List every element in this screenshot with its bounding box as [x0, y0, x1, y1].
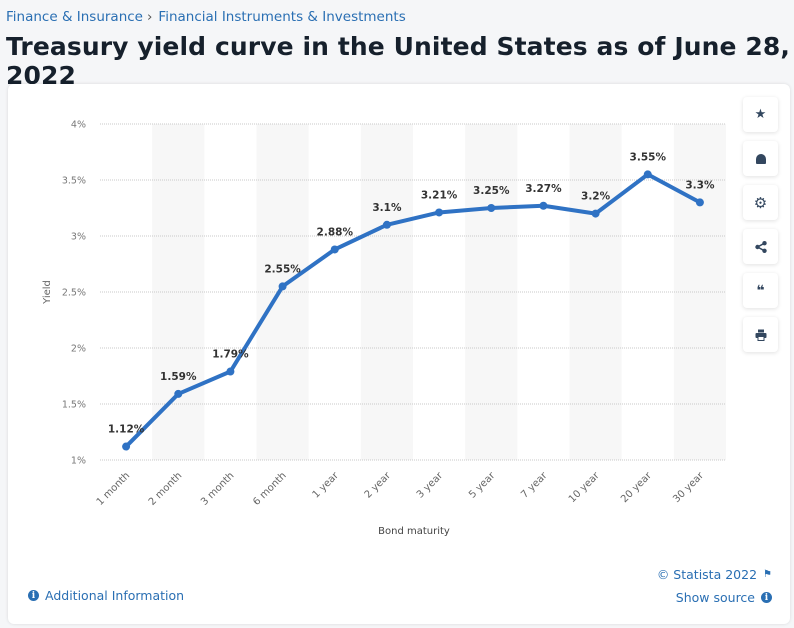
data-label: 3.27% [525, 183, 562, 195]
info-icon: i [761, 592, 772, 603]
data-point[interactable] [330, 245, 339, 254]
breadcrumb-separator: › [147, 9, 153, 25]
data-label: 3.21% [421, 189, 458, 201]
data-point[interactable] [226, 367, 235, 376]
data-point[interactable] [643, 170, 652, 179]
quote-icon: ❝ [756, 282, 765, 299]
cite-button[interactable]: ❝ [743, 273, 778, 308]
data-label: 3.55% [630, 151, 667, 163]
x-tick-label: 2 month [147, 470, 184, 507]
x-tick-label: 3 month [199, 470, 236, 507]
data-label: 3.1% [372, 202, 402, 214]
print-icon [755, 329, 766, 341]
x-tick-label: 2 year [363, 470, 394, 501]
data-label: 2.88% [317, 226, 354, 238]
copyright-label: © Statista 2022 [656, 567, 758, 582]
print-button[interactable] [743, 317, 778, 352]
x-tick-label: 20 year [619, 470, 654, 505]
data-point[interactable] [122, 442, 131, 451]
show-source-label: Show source [675, 590, 755, 605]
series-line [124, 172, 701, 448]
y-tick-label: 2% [71, 344, 86, 355]
star-icon: ★ [754, 107, 767, 122]
y-axis-label: Yield [42, 280, 53, 305]
show-source-link[interactable]: Show source i [676, 590, 772, 605]
data-point[interactable] [487, 204, 496, 212]
page-title: Treasury yield curve in the United State… [6, 32, 790, 90]
x-tick-label: 5 year [467, 470, 498, 501]
x-tick-label: 30 year [671, 470, 706, 505]
y-tick-label: 3.5% [62, 176, 86, 187]
breadcrumb-item-finance[interactable]: Finance & Insurance [6, 9, 143, 25]
data-label: 1.12% [108, 424, 145, 436]
data-point[interactable] [174, 389, 183, 398]
x-tick-label: 10 year [567, 470, 602, 505]
data-point[interactable] [382, 220, 391, 229]
y-tick-label: 1% [71, 456, 86, 467]
data-point[interactable] [435, 208, 444, 217]
additional-information-link[interactable]: i Additional Information [28, 588, 184, 603]
chart-toolbar: ★ ⚙ ❝ [743, 97, 778, 361]
bell-icon [755, 153, 766, 164]
x-tick-label: 7 year [519, 470, 550, 501]
info-icon: i [28, 590, 39, 601]
data-label: 2.55% [264, 263, 301, 275]
notification-button[interactable] [743, 141, 778, 176]
category-band [569, 124, 622, 460]
x-tick-label: 3 year [415, 470, 446, 501]
data-point[interactable] [591, 209, 600, 218]
y-tick-label: 2.5% [62, 288, 86, 299]
breadcrumb-item-instruments[interactable]: Financial Instruments & Investments [158, 9, 406, 25]
data-label: 3.2% [581, 191, 611, 203]
y-tick-label: 3% [71, 232, 86, 243]
data-point[interactable] [539, 201, 548, 210]
gear-icon: ⚙ [753, 193, 768, 212]
additional-information-label: Additional Information [45, 588, 185, 603]
favorite-button[interactable]: ★ [743, 97, 778, 132]
data-point[interactable] [695, 198, 704, 207]
x-tick-label: 6 month [251, 470, 288, 507]
flag-icon: ⚑ [763, 569, 772, 580]
y-tick-label: 1.5% [62, 400, 86, 411]
share-button[interactable] [743, 229, 778, 264]
x-axis-label: Bond maturity [378, 526, 450, 537]
x-tick-label: 1 year [311, 470, 342, 501]
data-label: 3.3% [685, 179, 715, 191]
data-label: 1.59% [160, 371, 197, 383]
data-label: 3.25% [473, 185, 510, 197]
data-point[interactable] [278, 282, 287, 291]
y-tick-label: 4% [71, 120, 86, 131]
data-label: 1.79% [212, 349, 249, 361]
settings-button[interactable]: ⚙ [743, 185, 778, 220]
share-icon [754, 240, 767, 253]
breadcrumb: Finance & Insurance › Financial Instrument… [6, 9, 410, 25]
x-tick-label: 1 month [95, 470, 132, 507]
copyright[interactable]: © Statista 2022 ⚑ [657, 567, 772, 582]
